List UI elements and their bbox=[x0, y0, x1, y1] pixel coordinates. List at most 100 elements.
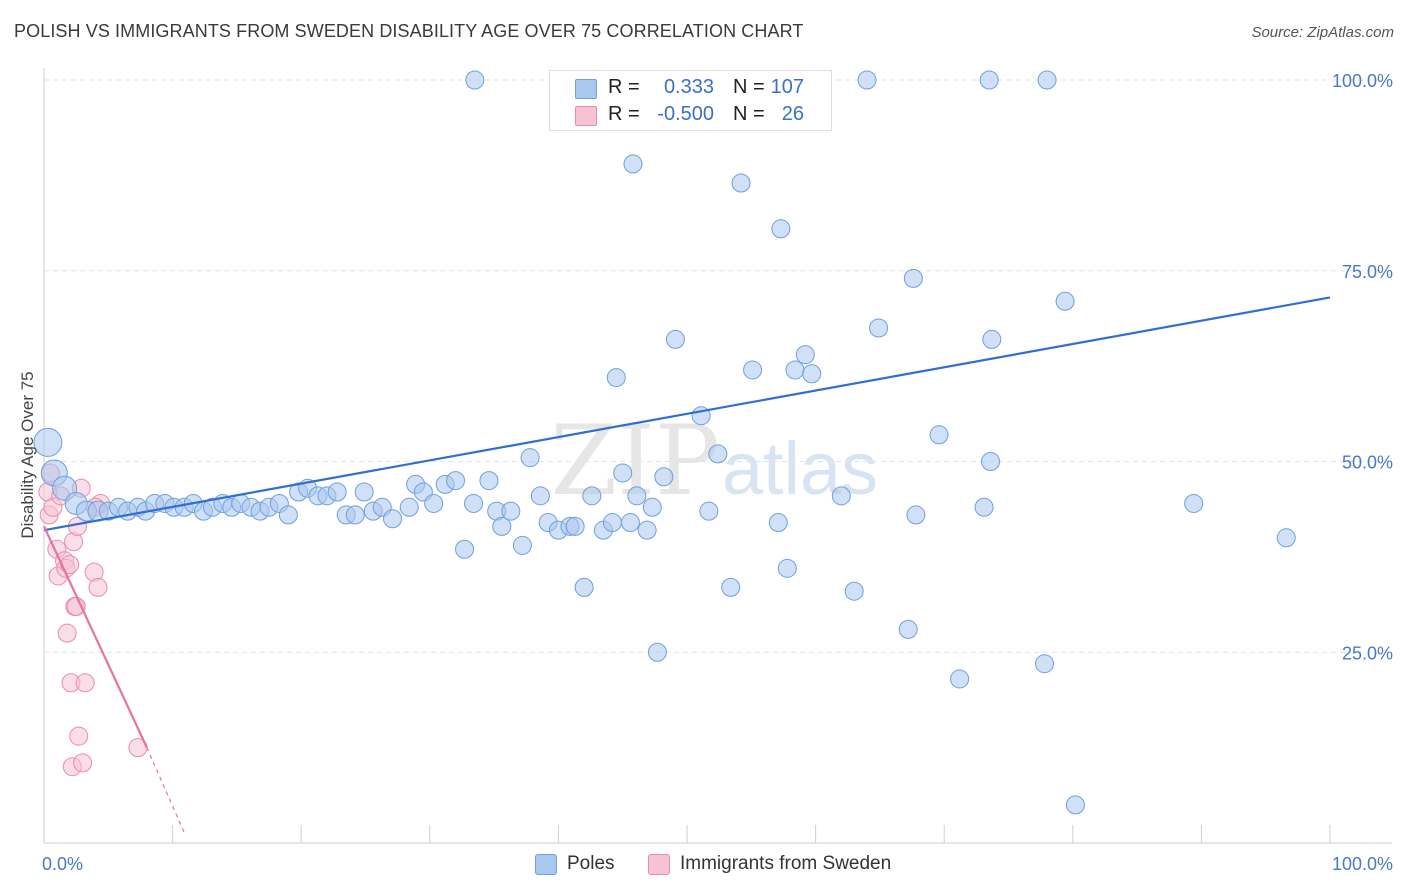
point-poles bbox=[731, 173, 751, 193]
point-poles bbox=[627, 486, 647, 506]
point-poles bbox=[383, 509, 403, 529]
point-poles bbox=[974, 497, 994, 517]
point-poles bbox=[479, 471, 499, 491]
r-label: R = bbox=[608, 76, 640, 98]
point-immigrants-from-sweden bbox=[88, 577, 108, 597]
point-poles bbox=[1184, 493, 1204, 513]
point-immigrants-from-sweden bbox=[60, 555, 80, 575]
point-poles bbox=[512, 535, 532, 555]
tick-labels: 25.0% 50.0% 75.0% 100.0% 0.0% 100.0% bbox=[42, 71, 1393, 874]
point-poles bbox=[903, 268, 923, 288]
trend-line-poles bbox=[43, 296, 1331, 532]
point-poles bbox=[831, 486, 851, 506]
legend-swatch-blue bbox=[535, 854, 557, 875]
point-poles bbox=[665, 329, 685, 349]
point-poles bbox=[1055, 291, 1075, 311]
point-poles bbox=[530, 486, 550, 506]
point-poles bbox=[857, 70, 877, 90]
point-poles bbox=[929, 425, 949, 445]
point-poles bbox=[1035, 654, 1055, 674]
point-poles bbox=[721, 577, 741, 597]
source-credit: Source: ZipAtlas.com bbox=[1251, 24, 1394, 41]
point-poles bbox=[606, 368, 626, 388]
point-poles bbox=[771, 219, 791, 239]
chart-title: POLISH VS IMMIGRANTS FROM SWEDEN DISABIL… bbox=[14, 21, 804, 41]
n-value: 26 bbox=[781, 103, 804, 125]
point-poles bbox=[1065, 795, 1085, 815]
r-value: 0.333 bbox=[663, 76, 714, 98]
point-poles bbox=[869, 318, 889, 338]
point-poles bbox=[354, 482, 374, 502]
point-immigrants-from-sweden bbox=[73, 753, 93, 773]
point-poles bbox=[795, 345, 815, 365]
point-poles bbox=[345, 505, 365, 525]
legend-row-poles: R = 0.333 N = 107 bbox=[550, 75, 831, 101]
point-poles bbox=[768, 513, 788, 533]
point-immigrants-from-sweden bbox=[57, 623, 77, 643]
point-poles bbox=[278, 505, 298, 525]
watermark-atlas: atlas bbox=[722, 427, 878, 510]
point-immigrants-from-sweden bbox=[75, 673, 95, 693]
y-tick-label: 25.0% bbox=[1342, 643, 1393, 663]
point-poles bbox=[455, 539, 475, 559]
point-poles bbox=[424, 493, 444, 513]
trend-lines bbox=[43, 296, 1331, 836]
point-poles bbox=[777, 558, 797, 578]
point-poles bbox=[623, 154, 643, 174]
point-poles bbox=[464, 493, 484, 513]
point-poles bbox=[399, 497, 419, 517]
point-poles bbox=[1037, 70, 1057, 90]
x-tick-label: 0.0% bbox=[42, 854, 83, 874]
n-label: N = bbox=[733, 76, 765, 98]
legend-label-immigrants-from-sweden: Immigrants from Sweden bbox=[680, 853, 892, 874]
point-poles bbox=[785, 360, 805, 380]
n-label: N = bbox=[733, 103, 765, 125]
gridlines bbox=[44, 79, 1392, 653]
legend-row-sweden: R = -0.500 N = 26 bbox=[550, 102, 831, 128]
point-poles bbox=[446, 471, 466, 491]
point-poles bbox=[844, 581, 864, 601]
point-poles bbox=[802, 364, 822, 384]
legend-swatch-blue bbox=[575, 79, 597, 99]
point-poles bbox=[642, 497, 662, 517]
point-poles bbox=[602, 513, 622, 533]
point-poles bbox=[574, 577, 594, 597]
x-tick-label: 100.0% bbox=[1332, 854, 1393, 874]
point-poles bbox=[980, 452, 1000, 471]
point-poles bbox=[613, 463, 633, 483]
trend-line-immigrants-from-sweden bbox=[43, 525, 148, 749]
legend-swatch-pink bbox=[648, 854, 670, 875]
series-legend: Poles Immigrants from Sweden bbox=[0, 852, 1406, 878]
point-poles bbox=[465, 70, 485, 90]
legend-swatch-pink bbox=[575, 106, 597, 126]
point-poles bbox=[1276, 528, 1296, 548]
point-poles bbox=[699, 501, 719, 521]
point-poles bbox=[898, 619, 918, 639]
point-poles bbox=[982, 329, 1002, 349]
y-tick-label: 100.0% bbox=[1332, 71, 1393, 91]
point-poles bbox=[979, 70, 999, 90]
point-poles bbox=[520, 448, 540, 468]
y-axis-label: Disability Age Over 75 bbox=[18, 371, 37, 538]
point-poles bbox=[327, 482, 347, 502]
point-poles bbox=[33, 427, 63, 457]
point-poles bbox=[492, 516, 512, 536]
point-poles bbox=[501, 501, 521, 521]
r-value: -0.500 bbox=[657, 103, 714, 125]
point-poles bbox=[582, 486, 602, 506]
legend-label-poles: Poles bbox=[567, 853, 615, 874]
point-poles bbox=[743, 360, 763, 380]
point-poles bbox=[654, 467, 674, 487]
point-poles bbox=[950, 669, 970, 689]
point-poles bbox=[637, 520, 657, 540]
point-immigrants-from-sweden bbox=[69, 726, 89, 746]
r-label: R = bbox=[608, 103, 640, 125]
y-tick-label: 75.0% bbox=[1342, 262, 1393, 282]
point-poles bbox=[708, 444, 728, 464]
point-poles bbox=[565, 516, 585, 536]
point-poles bbox=[647, 642, 667, 662]
n-value: 107 bbox=[770, 76, 804, 98]
trend-line-immigrants-extension bbox=[146, 747, 187, 836]
correlation-legend: R = 0.333 N = 107 R = -0.500 N = 26 bbox=[549, 70, 832, 131]
